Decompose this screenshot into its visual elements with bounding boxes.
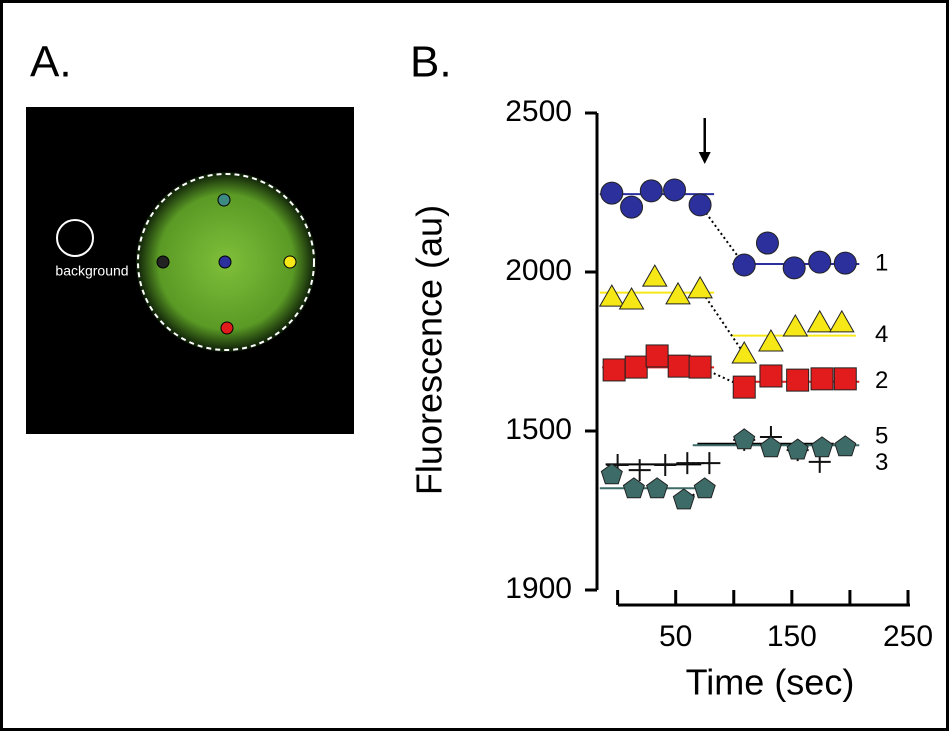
data-point [833, 367, 857, 391]
panel-label: B. [410, 38, 452, 87]
series-label: 4 [875, 321, 888, 348]
data-point [834, 435, 857, 457]
series-label: 1 [875, 249, 888, 276]
arrow-head [698, 152, 711, 164]
data-point [665, 281, 691, 305]
data-point [641, 264, 668, 287]
roi [217, 193, 231, 207]
roi [218, 255, 232, 269]
x-tick-label: 250 [883, 620, 933, 653]
y-tick-label: 1900 [505, 572, 572, 605]
panel-label: A. [30, 38, 72, 87]
data-point [598, 284, 625, 307]
series-label: 2 [875, 367, 888, 394]
data-point [782, 256, 806, 280]
data-point [639, 179, 663, 203]
series-label: 5 [875, 423, 888, 450]
y-tick-label: 2000 [505, 254, 572, 287]
data-point [618, 286, 645, 310]
data-point [759, 436, 782, 458]
data-point [758, 328, 784, 352]
data-point [646, 477, 669, 499]
series-label: 3 [875, 449, 888, 476]
data-point [600, 463, 623, 485]
data-point [828, 309, 855, 333]
data-point [755, 231, 779, 255]
data-point [808, 250, 832, 274]
x-tick-label: 150 [767, 620, 817, 653]
background-label: background [55, 263, 128, 279]
y-tick-label: 1500 [505, 413, 572, 446]
y-axis-label: Fluorescence (au) [409, 205, 450, 495]
data-point [645, 344, 669, 368]
data-point [628, 459, 651, 482]
data-point [786, 368, 810, 392]
data-point [620, 195, 644, 219]
data-point [676, 452, 699, 475]
data-point [688, 355, 712, 379]
data-point [672, 488, 695, 510]
data-point [622, 477, 645, 499]
cell-outline [137, 173, 315, 351]
y-tick-label: 2500 [505, 95, 572, 128]
data-point [693, 477, 716, 499]
connector [699, 288, 746, 355]
data-point [810, 367, 834, 391]
x-axis-label: Time (sec) [686, 662, 855, 703]
data-point [806, 309, 833, 333]
background-roi [56, 219, 94, 257]
connector [683, 487, 706, 501]
roi [220, 321, 234, 335]
data-point [687, 275, 713, 299]
data-point [731, 341, 758, 364]
data-point [833, 251, 857, 275]
data-point [733, 428, 756, 450]
roi [283, 255, 297, 269]
data-point [663, 178, 687, 202]
x-tick-label: 50 [659, 620, 692, 653]
data-point [688, 193, 712, 217]
data-point [810, 436, 834, 458]
data-point [759, 364, 783, 388]
data-point [732, 253, 756, 277]
data-point [624, 355, 648, 379]
roi [156, 255, 170, 269]
data-point [600, 181, 624, 205]
data-point [667, 354, 691, 378]
data-point [698, 452, 721, 475]
data-point [602, 358, 626, 382]
data-point [782, 314, 809, 337]
data-point [786, 438, 809, 460]
data-point [732, 375, 756, 399]
data-point [654, 454, 677, 477]
